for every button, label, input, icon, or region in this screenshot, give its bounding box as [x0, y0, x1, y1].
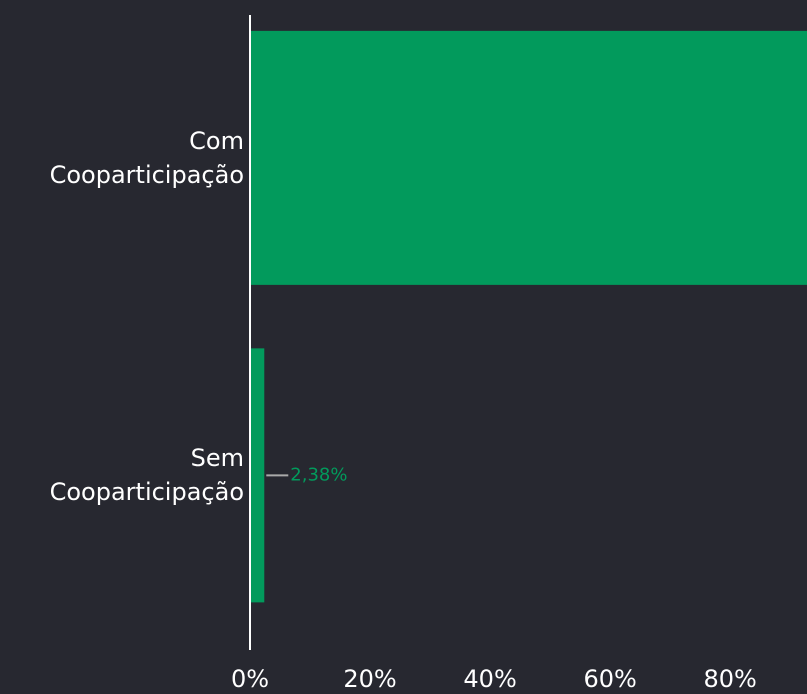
x-tick-label: 20%	[343, 665, 396, 693]
y-tick-label: Sem Cooparticipação	[49, 444, 244, 507]
y-tick-label: Com Cooparticipação	[49, 126, 244, 189]
x-tick-label: 0%	[231, 665, 269, 693]
x-tick-label: 40%	[463, 665, 516, 693]
x-tick-label: 60%	[583, 665, 636, 693]
bars	[250, 30, 807, 603]
bar	[250, 30, 807, 285]
bar	[250, 348, 265, 603]
value-label: 2,38%	[290, 464, 347, 485]
x-tick-label: 80%	[704, 665, 757, 693]
